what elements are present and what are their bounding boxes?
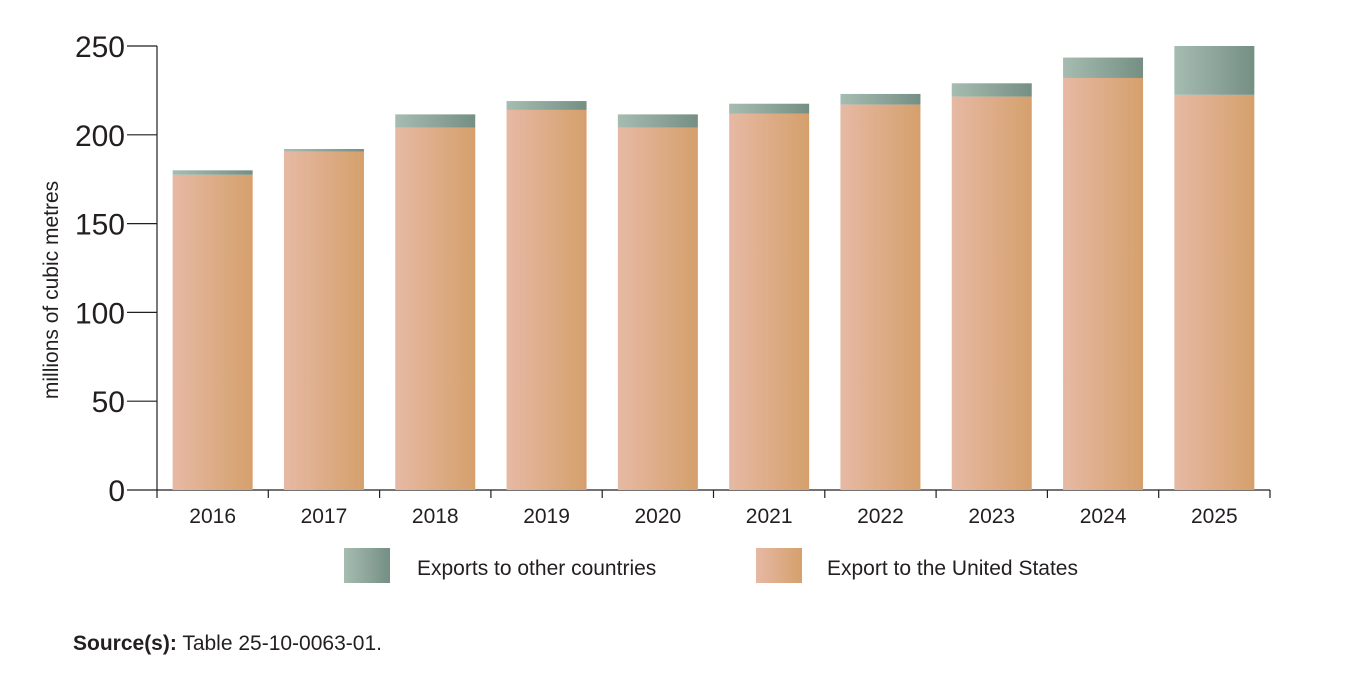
- bar-other-2025: [1174, 46, 1255, 95]
- bar-us-2016: [172, 174, 253, 490]
- bar-us-2018: [395, 127, 476, 491]
- bar-us-2023: [951, 96, 1032, 490]
- bar-us-2025: [1174, 94, 1255, 490]
- x-tick-labels: 2016 2017 2018 2019 2020 2021 2022 2023 2024 2025: [156, 490, 1271, 528]
- legend-swatch-us: [756, 548, 802, 583]
- source-text: Table 25-10-0063-01.: [176, 632, 382, 655]
- bar-other-2019: [506, 101, 587, 110]
- legend-label-us: Export to the United States: [827, 557, 1078, 580]
- y-tick-label: 50: [92, 386, 125, 419]
- bar-other-2021: [729, 103, 810, 114]
- x-tick-label: 2018: [412, 505, 459, 528]
- bars: [172, 46, 1255, 491]
- legend-swatch-other: [344, 548, 390, 583]
- bar-other-2017: [283, 149, 364, 152]
- bar-other-2018: [395, 114, 476, 128]
- y-tick-label: 100: [75, 297, 125, 330]
- bar-other-2020: [617, 114, 698, 128]
- x-tick-label: 2022: [857, 505, 904, 528]
- source-label: Source(s):: [73, 632, 177, 655]
- x-tick-label: 2016: [189, 505, 236, 528]
- x-tick-label: 2021: [746, 505, 793, 528]
- bar-us-2024: [1063, 77, 1144, 490]
- y-tick-label: 0: [108, 475, 125, 508]
- bar-us-2022: [840, 104, 921, 490]
- bar-other-2022: [840, 93, 921, 105]
- bar-other-2023: [951, 83, 1032, 97]
- y-tick-labels: 0 50 100 150 200 250: [75, 31, 157, 508]
- bar-us-2017: [283, 151, 364, 490]
- x-tick-label: 2023: [968, 505, 1015, 528]
- x-tick-label: 2020: [634, 505, 681, 528]
- x-tick-label: 2019: [523, 505, 570, 528]
- x-tick-label: 2024: [1080, 505, 1127, 528]
- x-tick-label: 2017: [301, 505, 348, 528]
- x-tick-label: 2025: [1191, 505, 1238, 528]
- bar-us-2020: [617, 127, 698, 491]
- legend: Exports to other countries Export to the…: [344, 548, 1078, 583]
- y-axis-label: millions of cubic metres: [40, 181, 63, 399]
- y-tick-label: 200: [75, 120, 125, 153]
- bar-other-2016: [172, 170, 253, 175]
- legend-label-other: Exports to other countries: [417, 557, 656, 580]
- y-tick-label: 150: [75, 209, 125, 242]
- bar-us-2019: [506, 109, 587, 490]
- bar-us-2021: [729, 113, 810, 490]
- source-note: Source(s): Table 25-10-0063-01.: [73, 632, 382, 656]
- bar-other-2024: [1063, 57, 1144, 78]
- y-tick-label: 250: [75, 31, 125, 64]
